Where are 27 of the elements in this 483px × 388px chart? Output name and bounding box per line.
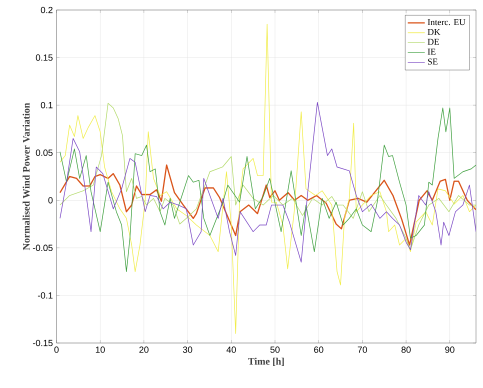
y-tick-label: 0.2 — [40, 6, 53, 14]
y-tick-label: 0.05 — [36, 150, 53, 156]
x-tick-label: 40 — [226, 346, 236, 353]
y-tick-label: -0.1 — [38, 292, 53, 299]
x-tick-label: 90 — [445, 346, 454, 353]
legend-label: Interc. EU — [428, 19, 466, 26]
y-tick-label: 0.1 — [40, 102, 53, 108]
x-tick-label: 10 — [96, 346, 105, 353]
x-tick-label: 60 — [314, 346, 324, 353]
x-tick-label: 70 — [358, 346, 368, 353]
legend-label: DE — [428, 38, 439, 45]
x-tick-label: 0 — [54, 346, 59, 353]
legend-label: IE — [428, 48, 436, 55]
y-tick-label: 0.15 — [36, 54, 53, 61]
y-tick-label: 0 — [48, 197, 53, 204]
y-tick-label: -0.15 — [32, 340, 53, 346]
x-axis-title: Time [h] — [248, 358, 284, 366]
x-tick-label: 20 — [139, 346, 149, 353]
line-series — [60, 24, 476, 334]
legend-label: DK — [428, 29, 440, 35]
y-tick-label: -0.05 — [32, 244, 53, 252]
line-series — [59, 164, 476, 246]
x-tick-label: 50 — [270, 346, 280, 353]
x-tick-label: 80 — [401, 346, 411, 353]
x-tick-label: 30 — [182, 346, 192, 353]
legend-label: SE — [428, 58, 438, 65]
y-axis-title: Normalised Wind Power Variation — [22, 102, 30, 250]
